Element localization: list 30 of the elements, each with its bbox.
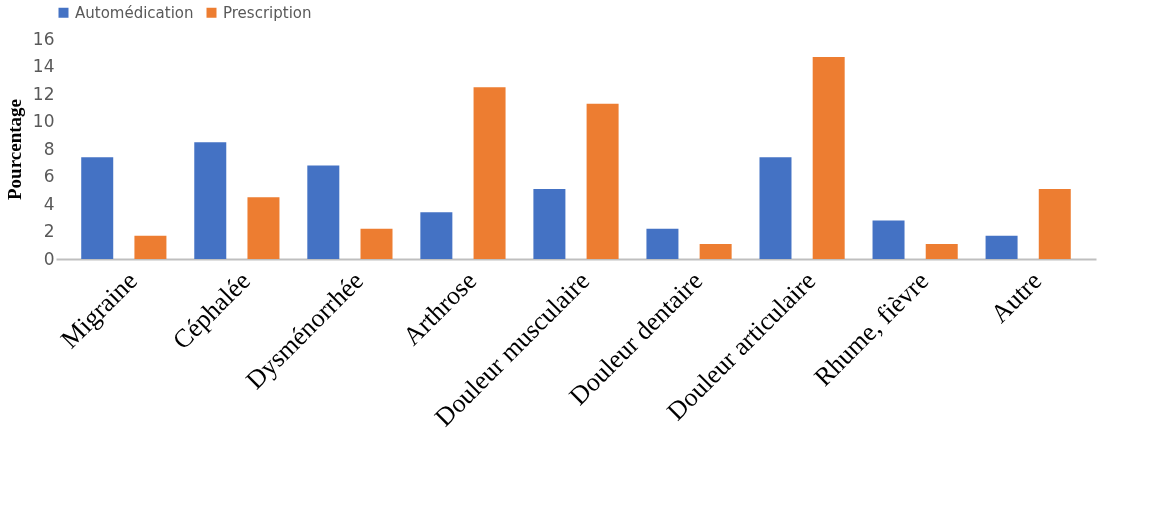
y-tick-label: 16 xyxy=(32,28,55,49)
bar xyxy=(699,243,732,259)
legend-label: Prescription xyxy=(223,3,312,22)
bar xyxy=(81,157,114,259)
y-tick-label: 12 xyxy=(32,83,55,104)
bar xyxy=(1038,188,1071,259)
bar xyxy=(985,235,1018,259)
bar xyxy=(360,228,393,259)
bar xyxy=(247,197,280,259)
bar xyxy=(420,212,453,259)
y-tick-label: 10 xyxy=(32,111,55,131)
bar xyxy=(134,235,167,259)
bar xyxy=(533,188,566,259)
bar xyxy=(194,142,227,259)
bar xyxy=(473,87,506,259)
legend-label: Automédication xyxy=(75,3,194,22)
y-tick-label: 6 xyxy=(43,166,55,186)
bar xyxy=(872,220,905,259)
bar xyxy=(759,157,792,259)
bar xyxy=(646,228,679,259)
y-tick-label: 14 xyxy=(32,56,55,76)
bar xyxy=(307,165,340,259)
bar xyxy=(586,103,619,259)
bar xyxy=(812,56,845,259)
y-tick-label: 8 xyxy=(43,138,55,159)
y-axis-title: Pourcentage xyxy=(3,99,25,200)
y-tick-label: 2 xyxy=(43,221,55,241)
y-tick-label: 4 xyxy=(43,193,55,214)
bar xyxy=(925,243,958,259)
y-tick-label: 0 xyxy=(43,248,55,269)
